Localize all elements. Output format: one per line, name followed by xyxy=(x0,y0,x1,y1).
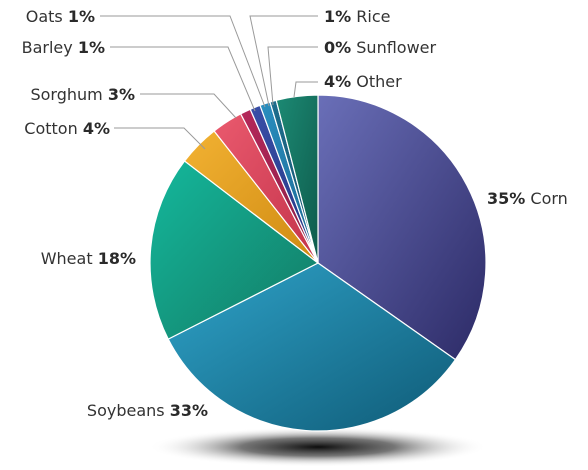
leader-line-other xyxy=(293,81,318,98)
slice-name-sorghum: Sorghum xyxy=(30,85,102,104)
slice-percent-sorghum: 3% xyxy=(108,85,135,104)
slice-percent-sunflower: 0% xyxy=(324,38,351,57)
leader-line-sunflower xyxy=(267,46,318,106)
slice-percent-barley: 1% xyxy=(78,38,105,57)
slice-name-sunflower: Sunflower xyxy=(356,38,436,57)
slice-label-sunflower: 0% Sunflower xyxy=(324,38,437,57)
slice-name-cotton: Cotton xyxy=(24,119,77,138)
slice-percent-rice: 1% xyxy=(324,7,351,26)
slice-percent-corn: 35% xyxy=(487,189,525,208)
slice-percent-wheat: 18% xyxy=(98,249,136,268)
pie-slice-soybeans xyxy=(167,262,457,432)
slice-name-oats: Oats xyxy=(26,7,63,26)
slice-label-soybeans: Soybeans 33% xyxy=(87,401,208,420)
slice-name-corn: Corn xyxy=(530,189,567,208)
slice-label-sorghum: Sorghum 3% xyxy=(30,85,135,104)
pie-slice-corn xyxy=(317,94,487,361)
slice-percent-other: 4% xyxy=(324,72,351,91)
slice-name-barley: Barley xyxy=(22,38,73,57)
slice-percent-cotton: 4% xyxy=(83,119,110,138)
leader-line-sorghum xyxy=(140,93,237,119)
leader-line-rice xyxy=(249,15,318,107)
leader-line-cotton xyxy=(114,127,206,150)
slice-name-rice: Rice xyxy=(356,7,390,26)
slice-name-other: Other xyxy=(356,72,402,91)
slice-name-soybeans: Soybeans xyxy=(87,401,165,420)
slice-percent-oats: 1% xyxy=(68,7,95,26)
slice-label-cotton: Cotton 4% xyxy=(24,119,110,138)
slice-label-rice: 1% Rice xyxy=(324,7,390,26)
slice-name-wheat: Wheat xyxy=(41,249,93,268)
leader-line-barley xyxy=(110,46,256,112)
leader-line-oats xyxy=(100,15,266,108)
slice-percent-soybeans: 33% xyxy=(170,401,208,420)
slice-label-wheat: Wheat 18% xyxy=(41,249,136,268)
pie-slice-other xyxy=(275,94,319,264)
slice-label-corn: 35% Corn xyxy=(487,189,568,208)
slice-label-barley: Barley 1% xyxy=(22,38,105,57)
slice-label-other: 4% Other xyxy=(324,72,402,91)
pie-slice-wheat xyxy=(149,160,320,340)
slice-label-oats: Oats 1% xyxy=(26,7,95,26)
pie-shadow xyxy=(148,427,488,467)
